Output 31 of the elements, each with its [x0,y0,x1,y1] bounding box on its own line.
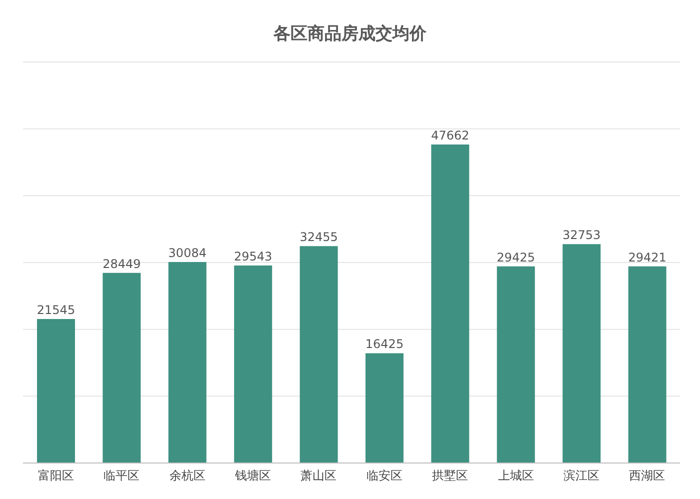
bar [102,272,141,463]
bar [431,144,470,463]
x-tick-label: 萧山区 [300,468,337,483]
x-tick-label: 钱塘区 [234,468,271,483]
data-label: 47662 [431,128,470,142]
data-label: 32455 [300,230,338,244]
data-label: 28449 [102,256,141,271]
bar [496,266,535,463]
bar [37,319,75,463]
x-tick-label: 余杭区 [169,468,206,483]
bar [366,353,404,463]
data-label: 29543 [234,250,272,264]
x-tick-label: 临平区 [104,468,140,483]
x-tick-label: 拱墅区 [432,468,468,483]
data-label: 30084 [168,246,206,260]
bar [300,246,338,463]
data-label: 21545 [36,303,76,318]
data-label: 16425 [365,337,404,352]
data-label: 32753 [562,228,601,242]
chart-title: 各区商品房成交均价 [272,23,428,46]
data-label: 29421 [628,250,666,264]
bar [562,244,601,463]
bar [628,266,666,463]
bar [168,262,206,463]
x-tick-label: 临安区 [366,468,402,483]
x-tick-label: 西湖区 [629,468,666,483]
data-label: 29425 [496,250,535,264]
x-tick-label: 上城区 [498,468,534,483]
x-tick-label: 富阳区 [38,468,74,483]
x-tick-label: 滨江区 [563,468,600,483]
bar [234,266,272,463]
